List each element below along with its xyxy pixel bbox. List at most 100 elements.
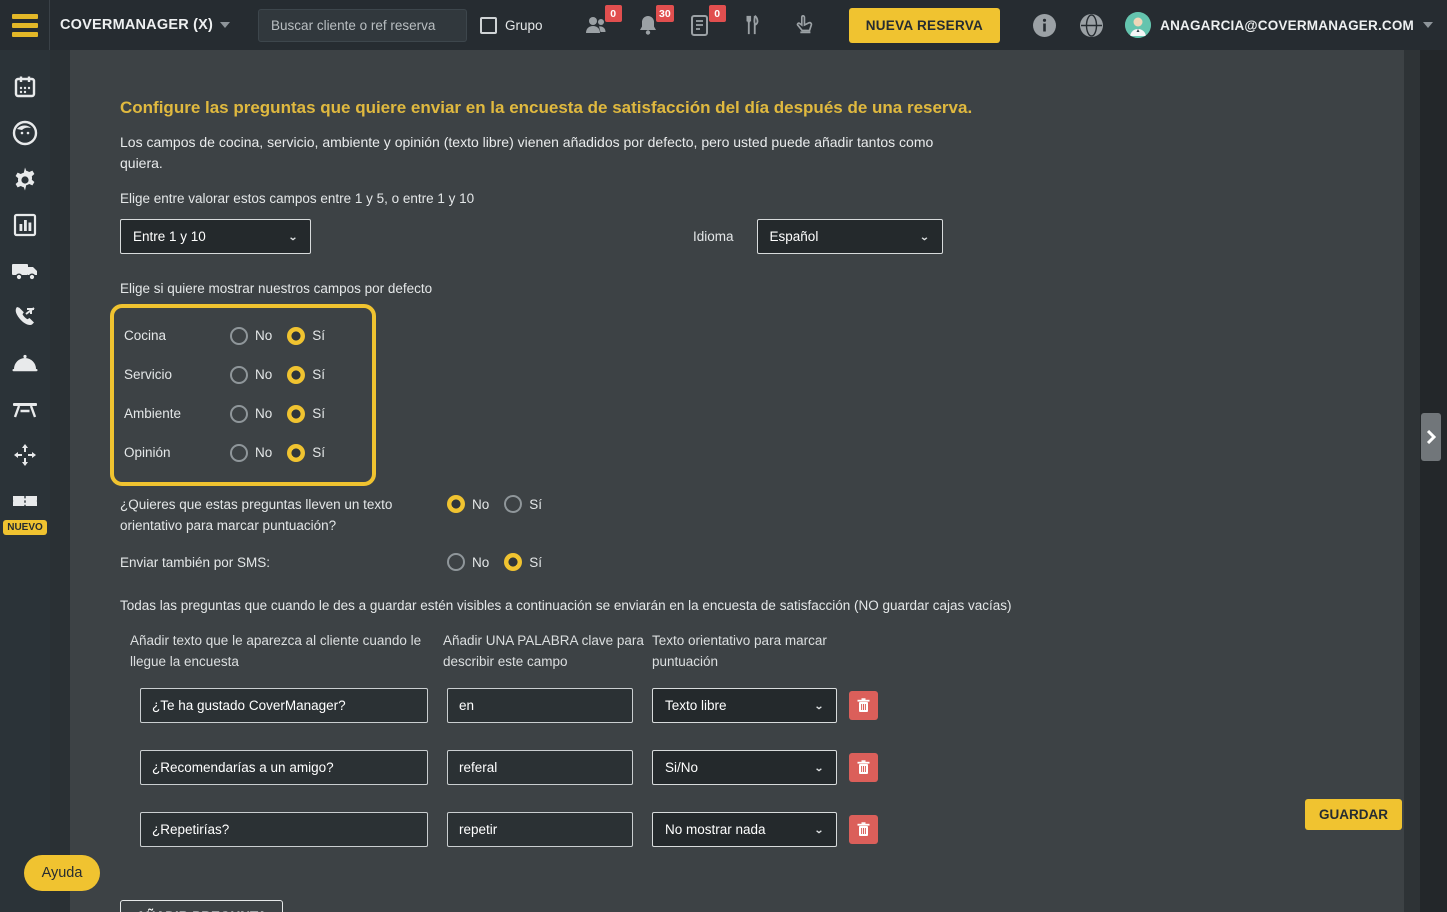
radio-si-label: Sí: [312, 328, 326, 343]
question-type-select[interactable]: Si/No ⌄: [652, 750, 837, 785]
page-subtitle: Los campos de cocina, servicio, ambiente…: [120, 134, 934, 171]
guardar-button[interactable]: GUARDAR: [1305, 799, 1402, 830]
avatar[interactable]: [1125, 12, 1152, 38]
question-keyword-input[interactable]: [447, 812, 633, 847]
question-type-value: No mostrar nada: [665, 822, 766, 837]
opinion-radio-no[interactable]: [230, 443, 248, 462]
bell-icon[interactable]: 30: [635, 5, 674, 38]
topbar: COVERMANAGER (X) Grupo 0 30 0 NUEVA RESE…: [0, 0, 1447, 50]
grupo-checkbox[interactable]: [480, 16, 498, 34]
sidebar: NUEVO: [0, 50, 50, 912]
ticket-icon: [13, 496, 37, 506]
trash-icon: [857, 698, 870, 712]
field-row-opinion: Opinión No Sí: [124, 433, 372, 472]
notifications-badge: 30: [656, 5, 674, 22]
question-text-input[interactable]: [140, 750, 428, 785]
column-header-question: Añadir texto que le aparezca al cliente …: [130, 633, 422, 669]
question-keyword-input[interactable]: [447, 688, 633, 723]
questions-table-header: Añadir texto que le aparezca al cliente …: [130, 630, 1404, 672]
ambiente-radio-si[interactable]: [287, 404, 306, 423]
orientative-radio-no[interactable]: [447, 495, 465, 513]
sidebar-item-tables[interactable]: [0, 386, 50, 432]
cloche-icon: [12, 354, 38, 372]
question-type-select[interactable]: Texto libre ⌄: [652, 688, 837, 723]
topbar-icon-group: 0 30 0: [583, 5, 817, 38]
brand-label: COVERMANAGER (X): [60, 17, 214, 33]
sidebar-item-service[interactable]: [0, 340, 50, 386]
chevron-down-icon: ⌄: [919, 230, 930, 243]
hand-icon[interactable]: [791, 12, 817, 38]
grupo-filter: Grupo: [480, 16, 543, 34]
trash-icon: [857, 760, 870, 774]
sms-radio-no[interactable]: [447, 553, 465, 571]
scale-label: Elige entre valorar estos campos entre 1…: [120, 191, 475, 206]
chevron-down-icon: [220, 22, 231, 28]
expand-panel-button[interactable]: [1421, 413, 1441, 461]
question-text-input[interactable]: [140, 812, 428, 847]
restaurant-switcher[interactable]: COVERMANAGER (X): [60, 17, 231, 33]
sidebar-item-customers[interactable]: [0, 110, 50, 156]
opinion-radio-si[interactable]: [287, 443, 306, 462]
field-row-cocina: Cocina No Sí: [124, 316, 372, 355]
survey-settings-panel: Configure las preguntas que quiere envia…: [70, 50, 1404, 912]
ayuda-button[interactable]: Ayuda: [24, 855, 100, 891]
sidebar-item-statistics[interactable]: [0, 202, 50, 248]
delete-question-button[interactable]: [849, 753, 878, 782]
add-question-button[interactable]: AÑADIR PREGUNTA: [120, 900, 283, 912]
search-input[interactable]: [258, 8, 468, 42]
default-fields-highlight-box: Cocina No Sí Servicio No Sí Ambiente: [110, 304, 376, 486]
right-panel-strip: [1420, 50, 1447, 912]
radio-no-label: No: [472, 554, 490, 570]
question-type-value: Texto libre: [665, 698, 727, 713]
sidebar-item-settings[interactable]: [0, 156, 50, 202]
globe-icon[interactable]: [1080, 13, 1104, 37]
hamburger-menu-icon[interactable]: [0, 0, 50, 50]
scale-select[interactable]: Entre 1 y 10 ⌄: [120, 219, 311, 254]
cocina-radio-si[interactable]: [287, 326, 306, 345]
idioma-select[interactable]: Español ⌄: [756, 219, 943, 254]
chevron-right-icon: [1426, 430, 1436, 444]
page-title: Configure las preguntas que quiere envia…: [120, 98, 973, 117]
radio-si-label: Sí: [529, 554, 543, 570]
scrollbar-track[interactable]: [1404, 50, 1420, 912]
chevron-down-icon: ⌄: [813, 823, 824, 836]
user-menu-chevron-icon[interactable]: [1423, 22, 1433, 28]
idioma-label: Idioma: [693, 229, 734, 244]
waitlist-icon[interactable]: 0: [687, 5, 726, 38]
user-email[interactable]: ANAGARCIA@COVERMANAGER.COM: [1160, 17, 1414, 33]
radio-no-label: No: [472, 496, 490, 512]
restaurant-icon[interactable]: [739, 12, 765, 38]
info-icon[interactable]: [1033, 13, 1057, 37]
question-type-value: Si/No: [665, 760, 699, 775]
sidebar-item-integrations[interactable]: [0, 432, 50, 478]
sidebar-item-delivery[interactable]: [0, 248, 50, 294]
orientative-radio-si[interactable]: [504, 495, 523, 513]
chevron-down-icon: ⌄: [287, 230, 298, 243]
ambiente-radio-no[interactable]: [230, 404, 248, 423]
sidebar-item-calls[interactable]: [0, 294, 50, 340]
orientative-question-row: ¿Quieres que estas preguntas lleven un t…: [120, 494, 1404, 536]
sidebar-item-calendar[interactable]: [0, 64, 50, 110]
sms-row: Enviar también por SMS: No Sí: [120, 552, 1404, 573]
question-text-input[interactable]: [140, 688, 428, 723]
field-row-ambiente: Ambiente No Sí: [124, 394, 372, 433]
servicio-radio-no[interactable]: [230, 365, 248, 384]
customer-face-icon: [12, 120, 38, 146]
sms-radio-si[interactable]: [504, 553, 523, 571]
gear-icon: [15, 167, 35, 191]
sidebar-item-tickets[interactable]: [0, 478, 50, 524]
cocina-radio-no[interactable]: [230, 326, 248, 345]
clients-icon[interactable]: 0: [583, 5, 622, 38]
nueva-reserva-button[interactable]: NUEVA RESERVA: [848, 7, 1001, 43]
left-gutter: [50, 50, 70, 912]
question-keyword-input[interactable]: [447, 750, 633, 785]
servicio-radio-si[interactable]: [287, 365, 306, 384]
delete-question-button[interactable]: [849, 691, 878, 720]
stats-icon: [13, 213, 37, 237]
defaults-label: Elige si quiere mostrar nuestros campos …: [120, 281, 433, 296]
question-type-select[interactable]: No mostrar nada ⌄: [652, 812, 837, 847]
delete-question-button[interactable]: [849, 815, 878, 844]
radio-no-label: No: [255, 367, 273, 382]
radio-si-label: Sí: [529, 496, 543, 512]
questions-note: Todas las preguntas que cuando le des a …: [120, 598, 1012, 613]
